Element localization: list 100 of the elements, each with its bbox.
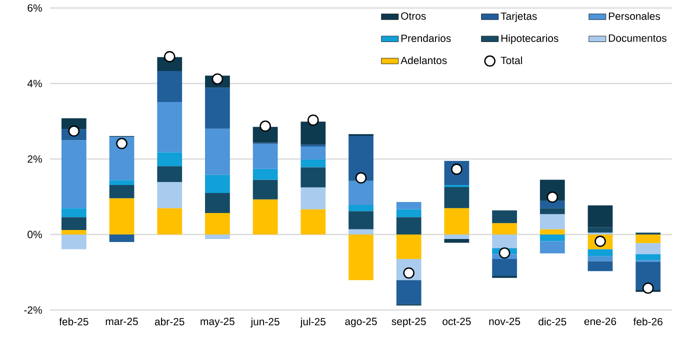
point [116,138,128,150]
bar [348,211,374,230]
bar [157,102,182,152]
point [498,247,510,259]
bar [205,128,230,175]
legend-label: Hipotecarios [501,34,558,44]
bar [396,280,422,304]
bar [61,140,86,208]
bar [396,217,422,234]
bar [492,210,517,224]
legend-label: Documentos [608,34,666,42]
bar [492,259,517,276]
bar [109,234,134,242]
x-tick-label: ene-26 [584,318,616,326]
bar [636,234,661,244]
legend-label: Adelantos [400,56,447,64]
bar [300,167,326,188]
bar [205,174,230,193]
x-tick-label: jun-25 [250,318,280,328]
x-tick-label: nov-25 [489,318,520,326]
bar [588,205,613,228]
bar [61,234,86,250]
bar [61,230,86,234]
point [164,51,176,62]
bar [444,234,470,240]
bar [348,229,374,234]
bar [588,256,613,262]
bar [205,212,230,234]
point [594,236,606,247]
bar [205,234,230,240]
point [451,164,462,175]
bar [61,208,86,218]
point [546,191,558,203]
bar [61,118,86,130]
bar [348,180,374,206]
legend-label: Total [500,56,522,64]
y-tick-label: 4% [27,80,42,88]
bar [540,214,565,230]
point [212,73,224,85]
bar [157,166,182,182]
bar [492,223,517,234]
point [260,120,271,132]
legend-label: Prendarios [401,34,451,42]
bar [205,88,230,129]
bar [396,202,422,210]
x-tick-label: dic-25 [538,318,566,326]
bar [636,243,661,254]
bar [348,136,374,181]
legend-label: Personales [608,12,660,20]
y-tick-label: 6% [28,4,42,12]
bar [300,122,326,145]
x-tick-label: oct-25 [442,318,471,326]
y-tick-label: 2% [28,155,42,163]
y-tick-label: 0% [28,230,42,238]
bar [157,208,182,234]
point [68,125,80,137]
bar [157,152,182,166]
bar [109,180,134,186]
bar [252,168,278,180]
bar [540,208,565,214]
bar [588,249,613,256]
bar [444,239,470,243]
bar [588,227,613,233]
bar [348,234,374,280]
bar [157,71,182,102]
bar [252,144,278,169]
bar [61,217,86,230]
bar [444,186,470,208]
point [403,267,414,279]
x-tick-label: mar-25 [106,318,138,326]
x-tick-label: feb-26 [633,318,662,326]
bar [588,261,613,272]
bar [300,159,326,168]
legend-label: Tarjetas [500,12,537,22]
bar [109,198,134,234]
bar [636,254,661,260]
bar [205,192,230,213]
bar [444,208,470,234]
bar [396,234,422,260]
x-tick-label: feb-25 [59,318,88,326]
bar [492,234,517,248]
bar [540,241,565,254]
point [308,114,319,126]
bar [109,136,134,180]
point [642,282,654,294]
bar [157,182,182,208]
bar [540,200,565,208]
point [355,172,367,184]
bar [300,187,326,210]
legend-label: Otros [401,12,426,20]
bar [300,209,326,234]
bar [348,205,374,212]
x-tick-label: jul-25 [300,318,326,328]
bar [540,229,565,234]
x-tick-label: ago-25 [345,318,377,328]
bar [396,209,422,218]
bar [252,199,278,234]
bar [109,185,134,198]
bar [300,146,326,160]
x-tick-label: sept-25 [392,318,426,328]
